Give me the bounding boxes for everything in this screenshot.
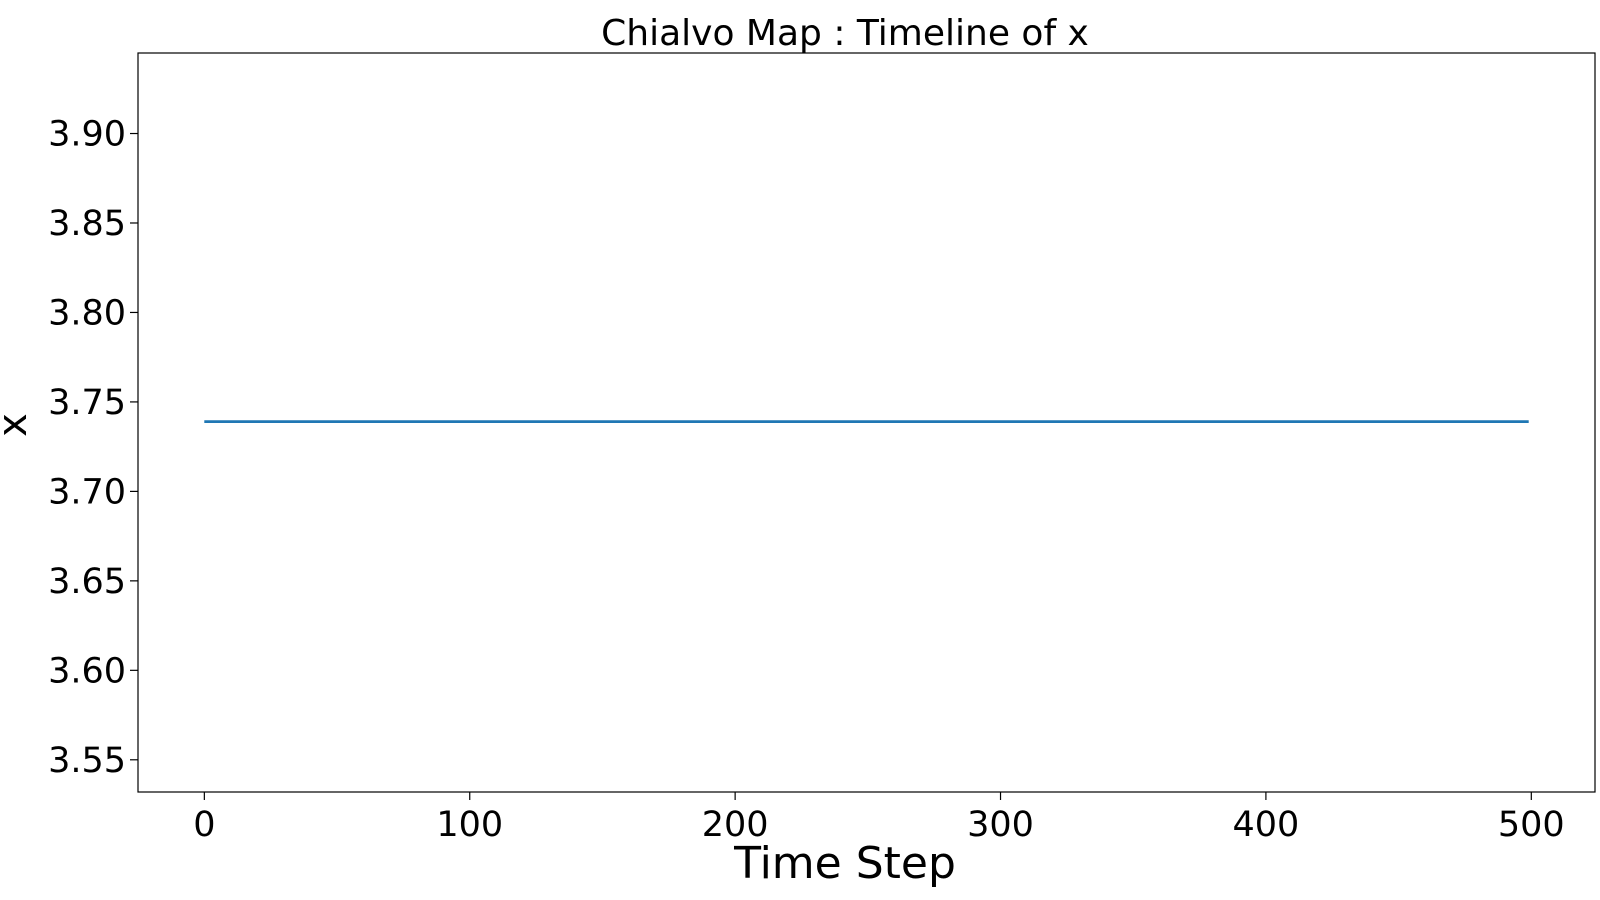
y-tick-label: 3.65 bbox=[48, 562, 126, 602]
chart-title: Chialvo Map : Timeline of x bbox=[601, 13, 1089, 54]
y-tick-label: 3.75 bbox=[48, 383, 126, 423]
x-tick-label: 300 bbox=[967, 805, 1034, 845]
y-tick-label: 3.90 bbox=[48, 115, 126, 155]
y-axis: 3.55 3.60 3.65 3.70 3.75 3.80 3.85 3.90 bbox=[48, 115, 138, 781]
plot-frame bbox=[137, 52, 1596, 793]
x-tick-label: 400 bbox=[1233, 805, 1300, 845]
x-tick-label: 0 bbox=[193, 805, 215, 845]
x-tick-label: 500 bbox=[1498, 805, 1565, 845]
x-tick-label: 100 bbox=[436, 805, 503, 845]
y-tick-label: 3.60 bbox=[48, 651, 126, 691]
x-axis-label: Time Step bbox=[733, 838, 956, 889]
y-tick-label: 3.55 bbox=[48, 741, 126, 781]
x-tick-label: 200 bbox=[702, 805, 769, 845]
y-tick-label: 3.70 bbox=[48, 472, 126, 512]
y-tick-label: 3.85 bbox=[48, 204, 126, 244]
plot-area bbox=[137, 52, 1596, 793]
y-tick-label: 3.80 bbox=[48, 293, 126, 333]
y-axis-label: x bbox=[0, 413, 36, 437]
x-axis: 0 100 200 300 400 500 bbox=[193, 792, 1565, 845]
